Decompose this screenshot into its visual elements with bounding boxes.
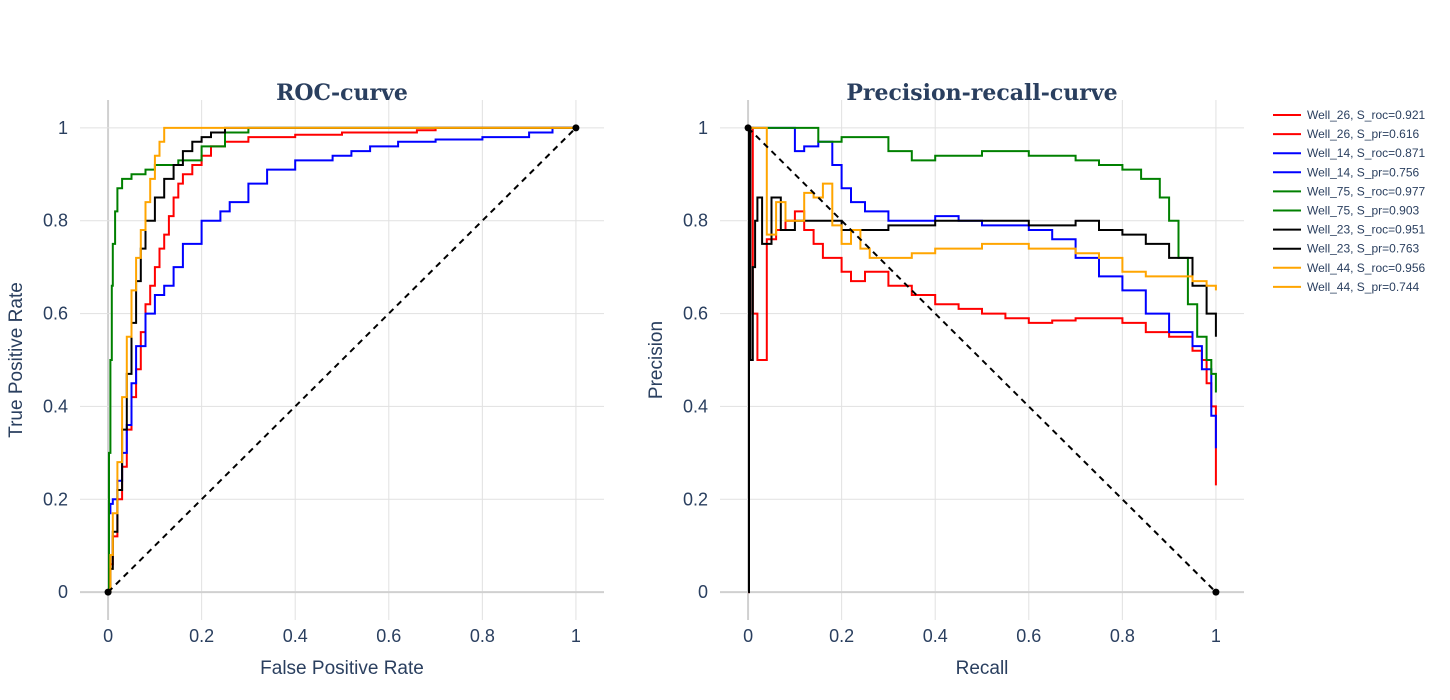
roc-x-axis-label: False Positive Rate [260,658,424,679]
pr-y-tick-label: 0.2 [683,489,708,509]
roc-x-tick-label: 0.4 [283,626,308,646]
roc-chart: ROC-curve 0 0.2 0.4 0.6 0.8 1 0 0.2 0.4 0.6 0.8 1 F… [6,80,604,679]
legend-label: Well_14, S_roc=0.871 [1307,146,1426,160]
precision-recall-chart: Precision-recall-curve 0 0.2 0.4 0.6 0.8 1 0 0.… [646,80,1244,679]
legend-item[interactable]: Well_44, S_roc=0.956 [1273,261,1426,275]
legend-label: Well_23, S_pr=0.763 [1307,242,1420,256]
pr-series-line [748,126,1217,594]
roc-series-line [108,126,576,594]
pr-series-line [748,126,1217,449]
pr-diagonal-endpoint [1212,588,1220,596]
roc-x-tick-label: 0.6 [376,626,401,646]
pr-diagonal-endpoint [744,124,752,132]
roc-x-tick-label: 0 [103,626,113,646]
legend-item[interactable]: Well_26, S_pr=0.616 [1273,127,1420,141]
pr-x-tick-label: 0.8 [1110,626,1135,646]
pr-x-tick-label: 1 [1211,626,1221,646]
pr-y-tick-label: 0.6 [683,304,708,324]
roc-y-tick-label: 1 [58,118,68,138]
pr-series-line [748,126,1217,291]
pr-x-axis-label: Recall [956,658,1009,679]
pr-y-tick-label: 0.4 [683,396,708,416]
roc-chart-title: ROC-curve [276,80,408,106]
pr-y-tick-label: 0 [698,582,708,602]
pr-y-tick-label: 0.8 [683,211,708,231]
legend-item[interactable]: Well_14, S_pr=0.756 [1273,165,1420,179]
legend-label: Well_75, S_roc=0.977 [1307,184,1426,198]
roc-y-tick-label: 0.8 [43,211,68,231]
legend-label: Well_44, S_roc=0.956 [1307,261,1426,275]
legend-label: Well_14, S_pr=0.756 [1307,165,1420,179]
legend-item[interactable]: Well_23, S_roc=0.951 [1273,223,1426,237]
legend-item[interactable]: Well_14, S_roc=0.871 [1273,146,1426,160]
pr-x-tick-label: 0.2 [829,626,854,646]
legend: Well_26, S_roc=0.921 Well_26, S_pr=0.616 W… [1273,108,1426,294]
pr-x-tick-label: 0.4 [923,626,948,646]
roc-y-tick-label: 0.2 [43,489,68,509]
roc-x-tick-label: 0.2 [189,626,214,646]
roc-diagonal-endpoint [572,124,580,132]
roc-y-tick-label: 0.6 [43,304,68,324]
legend-item[interactable]: Well_26, S_roc=0.921 [1273,108,1426,122]
legend-item[interactable]: Well_75, S_pr=0.903 [1273,204,1420,218]
pr-x-tick-label: 0.6 [1016,626,1041,646]
legend-item[interactable]: Well_44, S_pr=0.744 [1273,280,1420,294]
pr-series-line [748,126,1217,393]
legend-label: Well_26, S_pr=0.616 [1307,127,1420,141]
legend-label: Well_23, S_roc=0.951 [1307,223,1426,237]
roc-series-line [108,126,576,594]
roc-x-tick-label: 1 [571,626,581,646]
roc-y-axis-label: True Positive Rate [6,282,27,438]
pr-diagonal-reference-line [747,127,1217,593]
pr-y-tick-label: 1 [698,118,708,138]
legend-label: Well_44, S_pr=0.744 [1307,280,1420,294]
roc-x-tick-label: 0.8 [470,626,495,646]
legend-item[interactable]: Well_75, S_roc=0.977 [1273,184,1426,198]
pr-y-axis-label: Precision [646,321,667,399]
roc-diagonal-endpoint [104,588,112,596]
legend-item[interactable]: Well_23, S_pr=0.763 [1273,242,1420,256]
pr-chart-title: Precision-recall-curve [846,80,1117,106]
legend-label: Well_26, S_roc=0.921 [1307,108,1426,122]
roc-series-line [108,126,576,594]
roc-y-tick-label: 0.4 [43,396,68,416]
roc-y-tick-label: 0 [58,582,68,602]
pr-x-tick-label: 0 [743,626,753,646]
legend-label: Well_75, S_pr=0.903 [1307,204,1420,218]
